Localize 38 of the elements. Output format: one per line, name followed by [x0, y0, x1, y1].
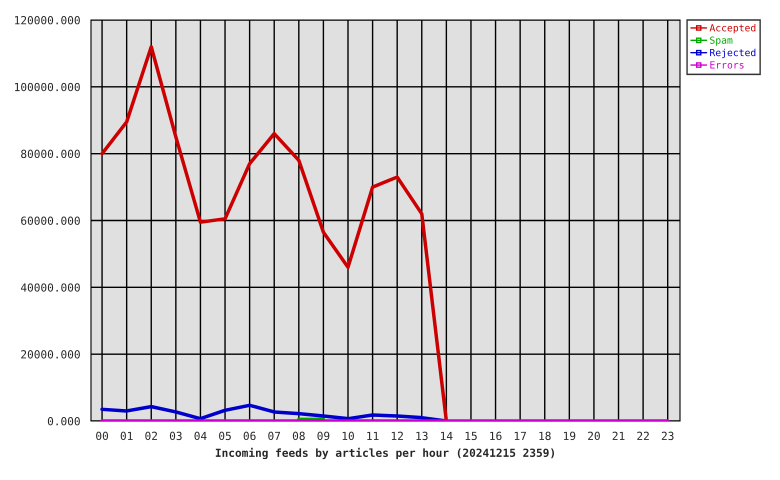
x-tick-label: 14	[441, 432, 453, 440]
x-tick-label: 06	[244, 432, 256, 440]
y-tick-label: 60000.000	[21, 216, 80, 225]
x-tick-label: 04	[194, 432, 207, 440]
y-tick-label: 40000.000	[20, 283, 80, 292]
x-tick-label: 11	[367, 432, 379, 440]
legend-label: Errors	[710, 61, 744, 69]
x-tick-label: 21	[612, 432, 624, 440]
x-tick-label: 13	[416, 432, 428, 440]
x-tick-label: 17	[514, 432, 526, 440]
x-tick-label: 19	[564, 432, 576, 440]
x-tick-label: 07	[268, 432, 280, 440]
x-tick-label: 20	[588, 432, 600, 440]
legend-label: Accepted	[710, 24, 756, 34]
y-tick-label: 100000.000	[15, 82, 80, 92]
x-tick-label: 10	[342, 432, 354, 440]
y-tick-label: 20000.000	[21, 350, 80, 359]
x-tick-label: 09	[317, 432, 330, 440]
x-tick-label: 12	[392, 432, 403, 440]
x-tick-label: 00	[96, 432, 108, 440]
x-tick-label: 23	[662, 432, 674, 440]
y-tick-label: 0.000	[48, 417, 80, 426]
x-tick-label: 03	[170, 432, 182, 440]
x-tick-label: 08	[292, 432, 305, 440]
line-series	[100, 45, 448, 421]
x-tick-label: 01	[120, 432, 133, 440]
y-tick-label: 80000.000	[21, 150, 80, 158]
x-axis-title: Incoming feeds by articles per hour (20241215 2359)	[216, 448, 554, 460]
y-tick-label: 120000.000	[15, 16, 80, 24]
legend-label: Rejected	[710, 48, 756, 58]
line-series	[100, 404, 448, 421]
x-tick-label: 22	[637, 432, 649, 440]
x-tick-label: 02	[145, 432, 157, 440]
x-tick-label: 15	[466, 432, 477, 440]
x-tick-label: 16	[490, 432, 502, 440]
x-tick-label: 18	[539, 432, 551, 440]
x-tick-label: 05	[219, 432, 231, 440]
legend-label: Spam	[710, 36, 732, 46]
